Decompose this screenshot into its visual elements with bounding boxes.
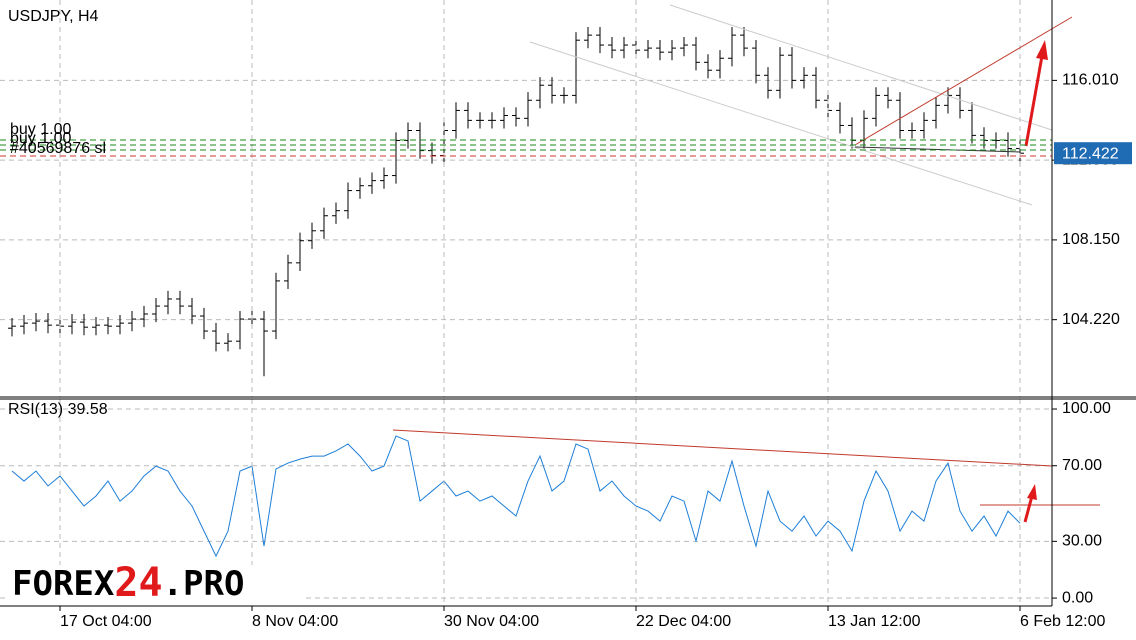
- order-label: buy 1.00: [10, 121, 71, 138]
- y-tick-label: 116.010: [1062, 72, 1119, 89]
- logo-part: .PRO: [163, 564, 245, 604]
- y-tick-label: 70.00: [1062, 457, 1102, 474]
- arrow-head: [1027, 484, 1037, 500]
- order-label: #40569876 sl: [10, 140, 106, 157]
- arrow: [1024, 55, 1044, 147]
- channel-line: [529, 41, 1033, 206]
- logo-background: [6, 565, 304, 603]
- x-tick-label: 22 Dec 04:00: [636, 613, 731, 630]
- plot-layer: [0, 0, 1052, 606]
- y-tick-label: 30.00: [1062, 533, 1102, 550]
- price-badge: [1054, 142, 1132, 165]
- indicator-title: RSI(13) 39.58: [8, 401, 108, 418]
- rsi-trend-line: [392, 429, 1053, 467]
- trend-line: [854, 146, 1021, 153]
- order-label: buy 1.00: [10, 130, 71, 147]
- logo-part: 24: [114, 560, 162, 606]
- logo-text: FOREX24.PRO: [12, 560, 244, 606]
- logo-part: FOREX: [12, 564, 115, 604]
- x-tick-label: 13 Jan 12:00: [828, 613, 921, 630]
- y-tick-label: 104.220: [1062, 311, 1120, 328]
- channel-line: [669, 4, 1053, 131]
- arrow: [1023, 495, 1034, 523]
- trend-line: [854, 16, 1073, 146]
- arrow-head: [1036, 40, 1048, 60]
- rsi-line: [11, 435, 1021, 558]
- chart-title: USDJPY, H4: [8, 8, 99, 25]
- x-tick-label: 30 Nov 04:00: [444, 613, 539, 630]
- y-tick-label: 108.150: [1062, 231, 1120, 248]
- logo: FOREX24.PRO: [6, 560, 304, 606]
- price-badge-label: 112.422: [1062, 145, 1119, 162]
- y-tick-label: 0.00: [1062, 589, 1093, 606]
- x-tick-label: 17 Oct 04:00: [60, 613, 152, 630]
- x-tick-label: 6 Feb 12:00: [1020, 613, 1106, 630]
- y-tick-label: 100.00: [1062, 400, 1111, 417]
- x-tick-label: 8 Nov 04:00: [252, 613, 338, 630]
